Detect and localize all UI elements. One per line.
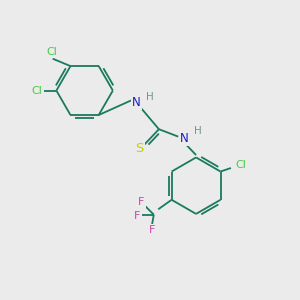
Text: Cl: Cl [32, 85, 43, 96]
Text: Cl: Cl [235, 160, 246, 170]
Text: S: S [135, 142, 144, 155]
Text: Cl: Cl [46, 47, 57, 57]
Text: H: H [146, 92, 154, 101]
Text: F: F [149, 225, 155, 235]
Text: F: F [134, 211, 141, 221]
Text: F: F [138, 197, 145, 207]
Text: H: H [194, 126, 202, 136]
Text: N: N [132, 96, 141, 109]
Text: N: N [180, 132, 189, 145]
